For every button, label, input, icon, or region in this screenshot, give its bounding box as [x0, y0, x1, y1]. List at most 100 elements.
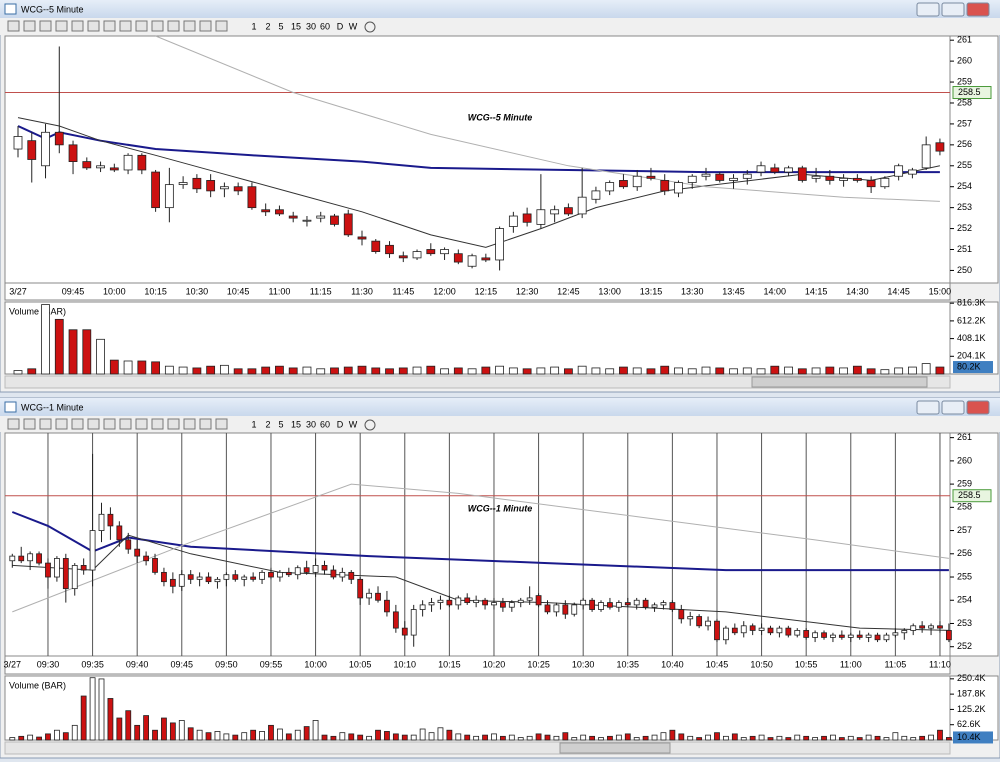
toolbar-icon[interactable]	[199, 20, 212, 32]
toolbar-icon[interactable]	[215, 418, 228, 430]
candle-body	[27, 553, 34, 562]
period-button[interactable]: 5	[278, 21, 283, 31]
toolbar-icon[interactable]	[167, 418, 180, 430]
volume-bar	[535, 733, 542, 741]
candle-body	[169, 578, 176, 587]
minimize-button[interactable]	[916, 2, 940, 17]
toolbar-icon[interactable]	[183, 418, 196, 430]
toolbar-icon[interactable]	[151, 418, 164, 430]
maximize-button[interactable]	[941, 2, 965, 17]
candle-body	[316, 215, 326, 219]
period-button[interactable]: 60	[320, 419, 330, 429]
volume-bar	[285, 733, 292, 741]
window-title: WCG--1 Minute	[21, 402, 84, 412]
toolbar-icon[interactable]	[7, 20, 20, 32]
close-button[interactable]	[966, 2, 990, 17]
clear-icon[interactable]	[364, 419, 376, 431]
moving-average	[11, 511, 949, 572]
toolbar-icon[interactable]	[87, 418, 100, 430]
period-button[interactable]: 1	[251, 419, 256, 429]
toolbar-icon[interactable]	[103, 20, 116, 32]
toolbar-icon[interactable]	[167, 20, 180, 32]
toolbar-icon[interactable]	[119, 20, 132, 32]
volume-bar	[330, 735, 337, 741]
toolbar-icon[interactable]	[71, 418, 84, 430]
period-button[interactable]: W	[349, 419, 358, 429]
volume-bar	[223, 733, 230, 741]
toolbar-icon[interactable]	[183, 20, 196, 32]
period-button[interactable]: D	[337, 419, 344, 429]
candle-body	[339, 571, 346, 578]
toolbar-icon[interactable]	[119, 418, 132, 430]
toolbar-icon[interactable]	[215, 20, 228, 32]
close-button[interactable]	[966, 400, 990, 415]
period-button[interactable]: 30	[306, 419, 316, 429]
toolbar-icon[interactable]	[55, 20, 68, 32]
toolbar-icon[interactable]	[7, 418, 20, 430]
candle-body	[910, 625, 917, 631]
period-button[interactable]: 15	[291, 21, 301, 31]
clear-icon[interactable]	[364, 21, 376, 33]
volume-bar	[797, 368, 807, 375]
volume-bar	[550, 366, 560, 375]
reference-label: 258.5	[958, 87, 981, 97]
candle-body	[192, 177, 202, 190]
candle-body	[937, 625, 943, 629]
candle-body	[206, 180, 216, 192]
toolbar-icon[interactable]	[151, 20, 164, 32]
volume-tick-label: 204.1K	[957, 351, 986, 361]
candle-body	[770, 167, 780, 173]
toolbar-icon[interactable]	[39, 418, 52, 430]
period-button[interactable]: 2	[265, 21, 270, 31]
volume-bar	[54, 729, 60, 741]
volume-tick-label: 816.3K	[957, 298, 986, 308]
volume-bar	[467, 368, 477, 375]
toolbar-icon[interactable]	[87, 20, 100, 32]
period-button[interactable]: 5	[278, 419, 283, 429]
minimize-button[interactable]	[916, 400, 940, 415]
volume-bar	[522, 368, 532, 375]
period-button[interactable]: D	[337, 21, 344, 31]
volume-bar	[294, 729, 301, 741]
period-button[interactable]: 30	[306, 21, 316, 31]
toolbar-icon[interactable]	[103, 418, 116, 430]
period-button[interactable]: W	[349, 21, 358, 31]
candle-body	[553, 604, 560, 613]
volume-bar	[794, 734, 801, 741]
candle-body	[723, 627, 729, 641]
period-button[interactable]: 15	[291, 419, 301, 429]
candle-body	[526, 597, 533, 601]
candle-body	[137, 154, 147, 171]
x-tick-label: 14:15	[805, 286, 828, 296]
toolbar-icon[interactable]	[71, 20, 84, 32]
candle-body	[410, 609, 417, 636]
volume-bar	[366, 735, 373, 741]
toolbar-icon[interactable]	[23, 20, 36, 32]
period-button[interactable]: 2	[265, 419, 270, 429]
period-button[interactable]: 60	[320, 21, 330, 31]
scrollbar-thumb[interactable]	[751, 376, 928, 388]
candle-body	[453, 253, 463, 263]
candle-body	[437, 599, 444, 603]
candle-body	[607, 602, 613, 608]
maximize-button[interactable]	[941, 400, 965, 415]
toolbar-icon[interactable]	[199, 418, 212, 430]
volume-bar	[749, 735, 756, 741]
candle-body	[232, 574, 239, 580]
toolbar-icon[interactable]	[23, 418, 36, 430]
scrollbar-thumb[interactable]	[559, 742, 671, 754]
toolbar-icon[interactable]	[55, 418, 68, 430]
volume-bar	[192, 367, 202, 375]
candle-body	[482, 599, 488, 606]
period-button[interactable]: 1	[251, 21, 256, 31]
volume-bar	[598, 737, 604, 741]
volume-bar	[247, 368, 257, 375]
volume-bar	[696, 737, 703, 741]
volume-label: Volume (BAR)	[9, 306, 66, 316]
x-tick-label: 14:00	[764, 286, 787, 296]
toolbar-icon[interactable]	[39, 20, 52, 32]
toolbar-icon[interactable]	[135, 418, 148, 430]
volume-bar	[723, 735, 729, 741]
toolbar-icon[interactable]	[135, 20, 148, 32]
